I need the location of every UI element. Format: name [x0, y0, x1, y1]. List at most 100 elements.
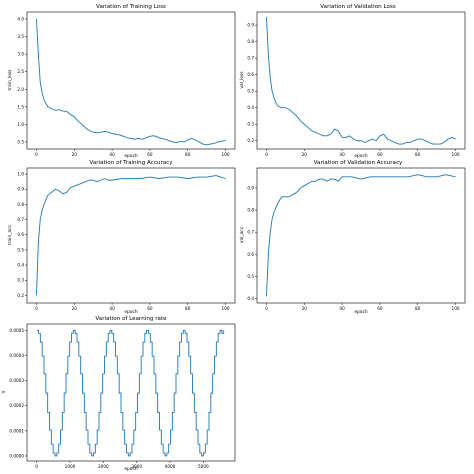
y-tick-label: 0.7 — [247, 56, 254, 61]
chart-train-loss: Variation of Training Loss 0 20 40 60 80 100 0… — [7, 4, 236, 159]
y-tick-label: 0.4 — [17, 263, 24, 268]
x-tick-label: 1000 — [65, 464, 76, 469]
plot-area-frame — [26, 323, 236, 462]
y-axis-label: val_loss — [239, 71, 245, 89]
x-tick-label: 0 — [35, 464, 38, 469]
chart-val-loss: Variation of Validation Loss 0 20 40 60 80 10… — [239, 4, 466, 159]
y-tick-label: 1.0 — [17, 172, 24, 177]
y-tick-label: 3.0 — [17, 52, 24, 57]
y-axis-label: lr — [1, 390, 7, 393]
x-tick-label: 40 — [339, 152, 345, 157]
x-tick-label: 80 — [415, 306, 421, 311]
plot-area-frame — [26, 11, 236, 150]
x-tick-label: 100 — [222, 306, 230, 311]
plot-area-frame — [256, 11, 466, 150]
y-tick-label: 0.0003 — [9, 378, 24, 383]
axis-ticks: 0 20 40 60 80 100 0.2 0.3 0.4 0.5 0.6 0.7 0.8 0.9 1.0 — [17, 172, 230, 311]
y-tick-label: 0.3 — [247, 122, 254, 127]
y-axis-label: train_acc — [7, 224, 13, 245]
val-acc-line — [266, 174, 456, 297]
x-tick-label: 20 — [72, 152, 78, 157]
y-tick-label: 0.6 — [17, 232, 24, 237]
x-tick-label: 3000 — [131, 464, 142, 469]
plot-area-frame — [26, 167, 236, 304]
x-tick-label: 0 — [35, 152, 38, 157]
x-tick-label: 100 — [452, 306, 460, 311]
x-tick-label: 5000 — [198, 464, 209, 469]
x-tick-label: 20 — [302, 306, 308, 311]
y-tick-label: 0.7 — [17, 217, 24, 222]
lr-step-line — [36, 329, 225, 457]
y-tick-label: 0.3 — [17, 278, 24, 283]
x-tick-label: 2000 — [98, 464, 109, 469]
y-tick-label: 0.2 — [247, 138, 254, 143]
chart-title: Variation of Validation Accuracy — [314, 160, 403, 166]
chart-val-acc: Variation of Validation Accuracy 0 20 40 60… — [239, 160, 466, 315]
x-tick-label: 20 — [302, 152, 308, 157]
train-loss-line — [36, 19, 226, 146]
x-tick-label: 0 — [265, 152, 268, 157]
y-tick-label: 0.0004 — [9, 353, 24, 358]
x-tick-label: 80 — [415, 152, 421, 157]
x-tick-label: 20 — [72, 306, 78, 311]
x-tick-label: 40 — [339, 306, 345, 311]
x-tick-label: 100 — [222, 152, 230, 157]
x-tick-label: 80 — [185, 306, 191, 311]
chart-title: Variation of Training Loss — [96, 4, 166, 10]
axis-ticks: 0 20 40 60 80 100 0.4 0.5 0.6 0.7 0.8 0.9 — [247, 185, 460, 311]
y-tick-label: 0.9 — [17, 187, 24, 192]
train-acc-line — [36, 175, 226, 296]
y-tick-label: 0.4 — [247, 105, 254, 110]
y-tick-label: 0.0001 — [9, 428, 24, 433]
x-tick-label: 60 — [377, 306, 383, 311]
y-tick-label: 0.9 — [247, 23, 254, 28]
y-axis-label: val_acc — [239, 226, 245, 243]
x-tick-label: 100 — [452, 152, 460, 157]
y-tick-label: 0.6 — [247, 72, 254, 77]
x-tick-label: 60 — [147, 306, 153, 311]
y-tick-label: 0.8 — [247, 39, 254, 44]
plot-area-frame — [256, 167, 466, 304]
y-tick-label: 0.2 — [17, 293, 24, 298]
y-tick-label: 0.6 — [247, 252, 254, 257]
x-tick-label: 4000 — [165, 464, 176, 469]
y-tick-label: 0.4 — [247, 296, 254, 301]
y-tick-label: 0.5 — [247, 89, 254, 94]
x-tick-label: 40 — [109, 152, 115, 157]
y-tick-label: 2.5 — [17, 69, 24, 74]
y-tick-label: 0.5 — [17, 139, 24, 144]
y-tick-label: 0.0000 — [9, 453, 24, 458]
x-axis-label: epoch — [124, 466, 138, 472]
x-axis-label: epoch — [354, 153, 368, 159]
chart-title: Variation of Learning rate — [95, 316, 167, 322]
x-axis-label: epoch — [124, 153, 138, 159]
x-tick-label: 0 — [35, 306, 38, 311]
chart-lr: Variation of Learning rate 0 1000 2000 3000… — [1, 316, 236, 472]
chart-title: Variation of Training Accuracy — [89, 160, 173, 166]
y-tick-label: 4.0 — [17, 17, 24, 22]
y-tick-label: 0.0002 — [9, 403, 24, 408]
y-tick-label: 0.7 — [247, 230, 254, 235]
y-axis-label: train_loss — [7, 69, 13, 91]
y-tick-label: 0.5 — [247, 274, 254, 279]
x-axis-label: epoch — [124, 309, 138, 315]
y-tick-label: 0.0005 — [9, 328, 24, 333]
x-axis-label: epoch — [354, 309, 368, 315]
x-tick-label: 60 — [377, 152, 383, 157]
x-tick-label: 60 — [147, 152, 153, 157]
y-tick-label: 3.5 — [17, 34, 24, 39]
x-tick-label: 0 — [265, 306, 268, 311]
y-tick-label: 0.8 — [247, 208, 254, 213]
y-tick-label: 2.0 — [17, 87, 24, 92]
y-tick-label: 0.9 — [247, 185, 254, 190]
val-loss-line — [266, 16, 456, 145]
y-tick-label: 0.8 — [17, 202, 24, 207]
y-tick-label: 1.5 — [17, 104, 24, 109]
x-tick-label: 80 — [185, 152, 191, 157]
axis-ticks: 0 20 40 60 80 100 0.2 0.3 0.4 0.5 0.6 0.7 0.8 0.9 — [247, 23, 460, 157]
x-tick-label: 40 — [109, 306, 115, 311]
y-tick-label: 0.5 — [17, 247, 24, 252]
y-tick-label: 1.0 — [17, 122, 24, 127]
